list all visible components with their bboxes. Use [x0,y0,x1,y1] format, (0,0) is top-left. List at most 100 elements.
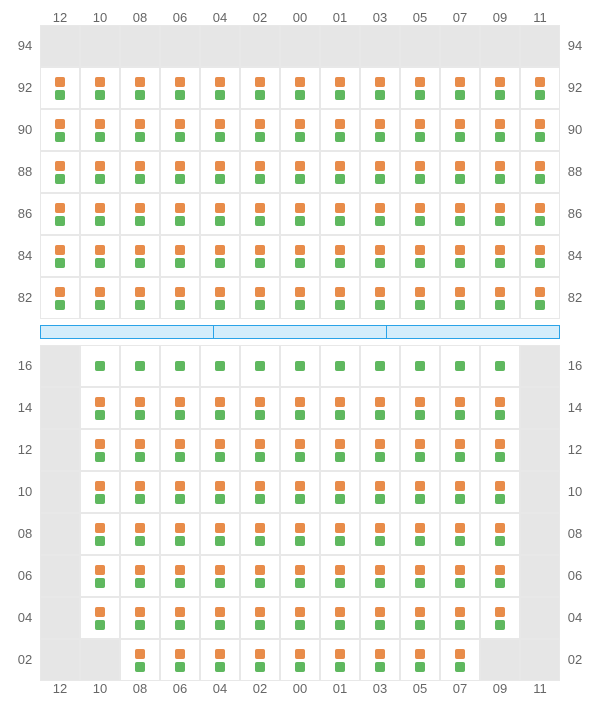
row-label: 82 [10,277,40,319]
occupied-marker-bottom [255,258,265,268]
cell [120,193,160,235]
occupied-marker-top [295,203,305,213]
cell [480,277,520,319]
occupied-marker-bottom [335,174,345,184]
occupied-marker-top [295,565,305,575]
row-label: 12 [10,429,40,471]
occupied-marker-bottom [175,662,185,672]
occupied-marker-bottom [455,410,465,420]
occupied-marker-top [455,649,465,659]
cell [40,471,80,513]
cell [120,67,160,109]
row-label: 88 [10,151,40,193]
occupied-marker-top [95,245,105,255]
cell [40,555,80,597]
column-label: 07 [440,10,480,25]
grid-row [40,67,560,109]
occupied-marker-bottom [295,174,305,184]
cell [480,513,520,555]
cell [360,429,400,471]
row-label: 88 [560,151,590,193]
occupied-marker-top [135,161,145,171]
occupied-marker-bottom [215,361,225,371]
occupied-marker-bottom [335,258,345,268]
occupied-marker-top [455,119,465,129]
occupied-marker-bottom [415,216,425,226]
occupied-marker-bottom [455,494,465,504]
cell [200,345,240,387]
occupied-marker-bottom [535,90,545,100]
cell [280,597,320,639]
occupied-marker-bottom [335,662,345,672]
cell [480,235,520,277]
cell [480,151,520,193]
cell [160,639,200,681]
occupied-marker-top [535,77,545,87]
occupied-marker-bottom [335,536,345,546]
cell [520,151,560,193]
cell [320,639,360,681]
occupied-marker-top [135,439,145,449]
cell [520,25,560,67]
cell [120,555,160,597]
row-label: 92 [560,67,590,109]
occupied-marker-bottom [415,494,425,504]
cell [320,25,360,67]
occupied-marker-top [295,607,305,617]
column-label: 04 [200,681,240,696]
grid-row [40,345,560,387]
occupied-marker-bottom [455,578,465,588]
occupied-marker-bottom [295,216,305,226]
cell [360,345,400,387]
cell [480,109,520,151]
occupied-marker-top [175,119,185,129]
row-label: 06 [560,555,590,597]
cell [80,471,120,513]
rack-diagram: 12100806040200010305070911 9492908886848… [10,10,590,696]
cell [240,471,280,513]
cell [440,193,480,235]
occupied-marker-top [95,119,105,129]
cell [120,25,160,67]
occupied-marker-top [295,161,305,171]
occupied-marker-top [495,523,505,533]
cell [280,151,320,193]
column-label: 11 [520,681,560,696]
cell [440,25,480,67]
occupied-marker-top [335,607,345,617]
occupied-marker-bottom [495,258,505,268]
occupied-marker-top [535,287,545,297]
occupied-marker-bottom [95,578,105,588]
column-label: 02 [240,681,280,696]
occupied-marker-bottom [455,662,465,672]
cell [440,471,480,513]
occupied-marker-bottom [295,578,305,588]
occupied-marker-top [295,287,305,297]
cell [200,471,240,513]
cell [360,513,400,555]
cell [320,513,360,555]
occupied-marker-top [215,607,225,617]
occupied-marker-bottom [455,620,465,630]
cell [120,513,160,555]
occupied-marker-bottom [215,174,225,184]
occupied-marker-top [335,77,345,87]
occupied-marker-bottom [135,620,145,630]
occupied-marker-top [455,565,465,575]
occupied-marker-top [335,119,345,129]
cell [240,597,280,639]
occupied-marker-bottom [175,410,185,420]
occupied-marker-top [135,203,145,213]
occupied-marker-top [375,481,385,491]
occupied-marker-bottom [255,536,265,546]
cell [120,235,160,277]
occupied-marker-top [455,161,465,171]
occupied-marker-top [295,649,305,659]
grid-row [40,151,560,193]
occupied-marker-bottom [375,536,385,546]
occupied-marker-bottom [295,494,305,504]
row-label: 94 [560,25,590,67]
occupied-marker-top [375,119,385,129]
cell [200,193,240,235]
cell [400,345,440,387]
